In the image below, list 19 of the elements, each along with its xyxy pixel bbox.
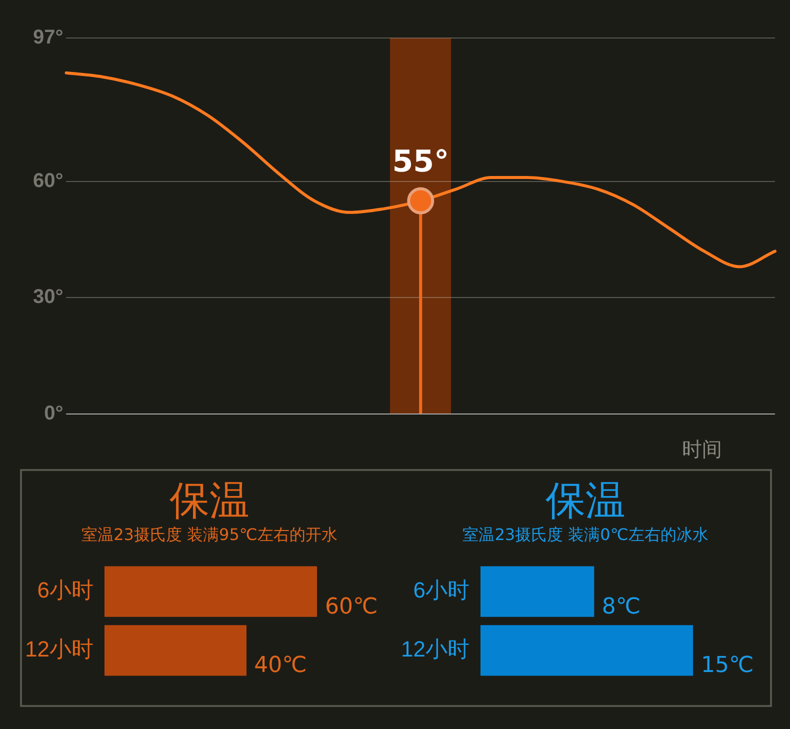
x-axis-title: 时间 bbox=[682, 436, 722, 463]
y-tick-label: 0° bbox=[44, 402, 64, 425]
y-tick-label: 6小时 bbox=[37, 578, 94, 603]
chart-title: 保温 bbox=[168, 478, 250, 524]
y-tick-label: 12小时 bbox=[24, 636, 94, 662]
y-tick-label: 12小时 bbox=[400, 636, 470, 662]
y-tick-label: 6小时 bbox=[413, 578, 470, 603]
chart-subtitle: 室温23摄氏度 装满95℃左右的开水 bbox=[80, 524, 338, 546]
data-label: 15℃ bbox=[701, 653, 754, 678]
y-tick-label: 30° bbox=[32, 286, 64, 308]
chart-subtitle: 室温23摄氏度 装满0℃左右的冰水 bbox=[462, 524, 710, 546]
line-series bbox=[64, 71, 776, 268]
data-label: 8℃ bbox=[602, 594, 641, 620]
data-label: 60℃ bbox=[325, 594, 378, 620]
chart-title: 保温 bbox=[544, 478, 626, 524]
data-label: 40℃ bbox=[254, 653, 307, 678]
annotation: 55° bbox=[392, 144, 449, 180]
y-tick-label: 97° bbox=[32, 26, 64, 49]
y-tick-label: 60° bbox=[32, 170, 64, 192]
